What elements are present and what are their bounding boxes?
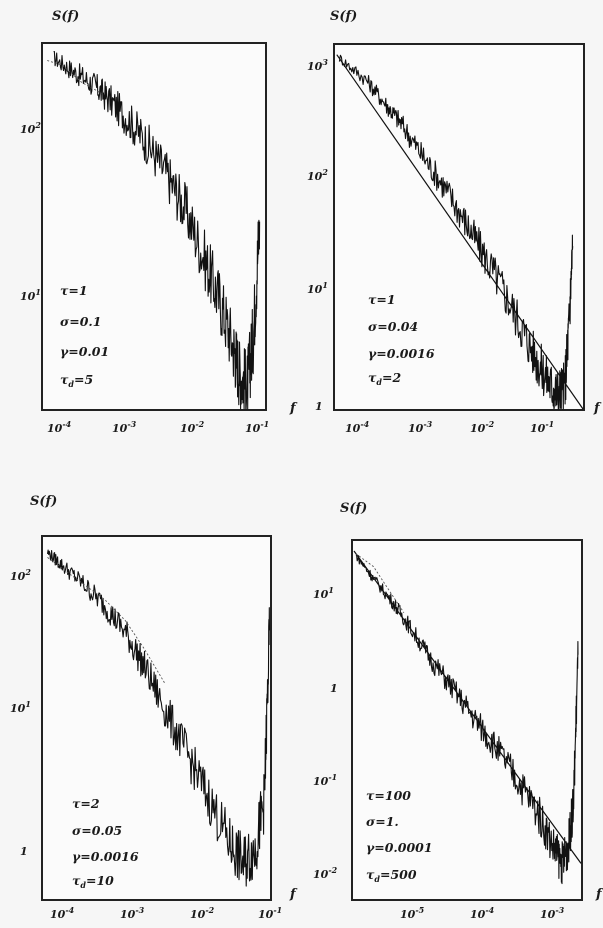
- series-power-law-fit: [336, 54, 584, 410]
- chart-panel-bottom-left: S(f) f 10-4 10-3 10-2 10-1 102 101 1 τ=2 σ=0.05 γ=0…: [10, 494, 298, 921]
- parameter-label: γ=0.0001: [366, 840, 433, 855]
- y-tick-label: 102: [10, 567, 31, 583]
- series-noisy-spectrum: [355, 554, 579, 885]
- x-tick-label: 10-1: [245, 419, 269, 435]
- x-tick-label: 10-3: [112, 419, 137, 435]
- x-axis-label: f: [289, 401, 298, 416]
- y-tick-label: 101: [307, 280, 328, 296]
- parameter-label: σ=1.: [366, 814, 399, 829]
- series-noisy-spectrum: [46, 549, 271, 887]
- y-tick-label: 101: [20, 287, 41, 303]
- parameter-label: τd=500: [366, 867, 417, 884]
- parameter-label: σ=0.04: [368, 319, 418, 334]
- series-dashed-spectrum: [47, 60, 102, 94]
- x-tick-label: 10-4: [50, 905, 75, 921]
- x-tick-label: 10-3: [540, 905, 565, 921]
- series-power-law-fit: [353, 550, 582, 864]
- parameter-label: τd=2: [368, 370, 401, 387]
- y-tick-label: 103: [307, 57, 328, 73]
- x-tick-label: 10-3: [120, 905, 145, 921]
- y-tick-label: 102: [20, 120, 41, 136]
- y-tick-label: 10-2: [313, 865, 338, 881]
- parameter-label: τd=5: [60, 372, 93, 389]
- x-tick-label: 10-4: [470, 905, 495, 921]
- x-axis-label: f: [595, 887, 603, 902]
- series-noisy-spectrum: [53, 51, 261, 410]
- y-axis-label: S(f): [340, 501, 367, 516]
- parameter-label: γ=0.0016: [72, 849, 139, 864]
- parameter-label: τ=1: [368, 292, 396, 307]
- parameter-label: γ=0.0016: [368, 346, 435, 361]
- chart-panel-top-left: S(f) f 10-4 10-3 10-2 10-1 102 101 τ=1 σ=0.1 γ=0.0…: [20, 9, 298, 435]
- series-noisy-spectrum: [338, 54, 574, 410]
- series-dashed-spectrum: [355, 553, 405, 613]
- parameter-label: τ=100: [366, 788, 411, 803]
- parameter-label: γ=0.01: [60, 344, 109, 359]
- x-tick-label: 10-1: [258, 905, 282, 921]
- y-axis-label: S(f): [30, 494, 57, 509]
- x-axis-label: f: [289, 887, 298, 902]
- chart-panel-bottom-right: S(f) f 10-5 10-4 10-3 101 1 10-1 10-2 τ=100 σ=1. γ=…: [313, 501, 603, 921]
- x-tick-label: 10-2: [470, 419, 495, 435]
- x-axis-label: f: [593, 401, 602, 416]
- y-tick-label: 10-1: [313, 772, 337, 788]
- parameter-label: σ=0.1: [60, 314, 101, 329]
- y-axis-label: S(f): [52, 9, 79, 24]
- x-tick-label: 10-1: [530, 419, 554, 435]
- x-tick-label: 10-2: [180, 419, 205, 435]
- chart-panel-top-right: S(f) f 10-4 10-3 10-2 10-1 103 102 101 1 τ=1 σ=0.04…: [307, 9, 602, 435]
- x-tick-label: 10-5: [400, 905, 425, 921]
- y-tick-label: 1: [330, 682, 338, 695]
- parameter-label: τ=2: [72, 796, 100, 811]
- y-tick-label: 1: [20, 845, 28, 858]
- parameter-label: τd=10: [72, 873, 114, 890]
- parameter-label: σ=0.05: [72, 823, 122, 838]
- x-tick-label: 10-2: [190, 905, 215, 921]
- x-tick-label: 10-3: [408, 419, 433, 435]
- y-axis-label: S(f): [330, 9, 357, 24]
- x-tick-label: 10-4: [345, 419, 370, 435]
- parameter-label: τ=1: [60, 283, 88, 298]
- plot-frame: [333, 43, 585, 411]
- y-tick-label: 1: [315, 400, 323, 413]
- y-tick-label: 101: [10, 699, 31, 715]
- x-tick-label: 10-4: [47, 419, 72, 435]
- y-tick-label: 102: [307, 167, 328, 183]
- y-tick-label: 101: [313, 585, 334, 601]
